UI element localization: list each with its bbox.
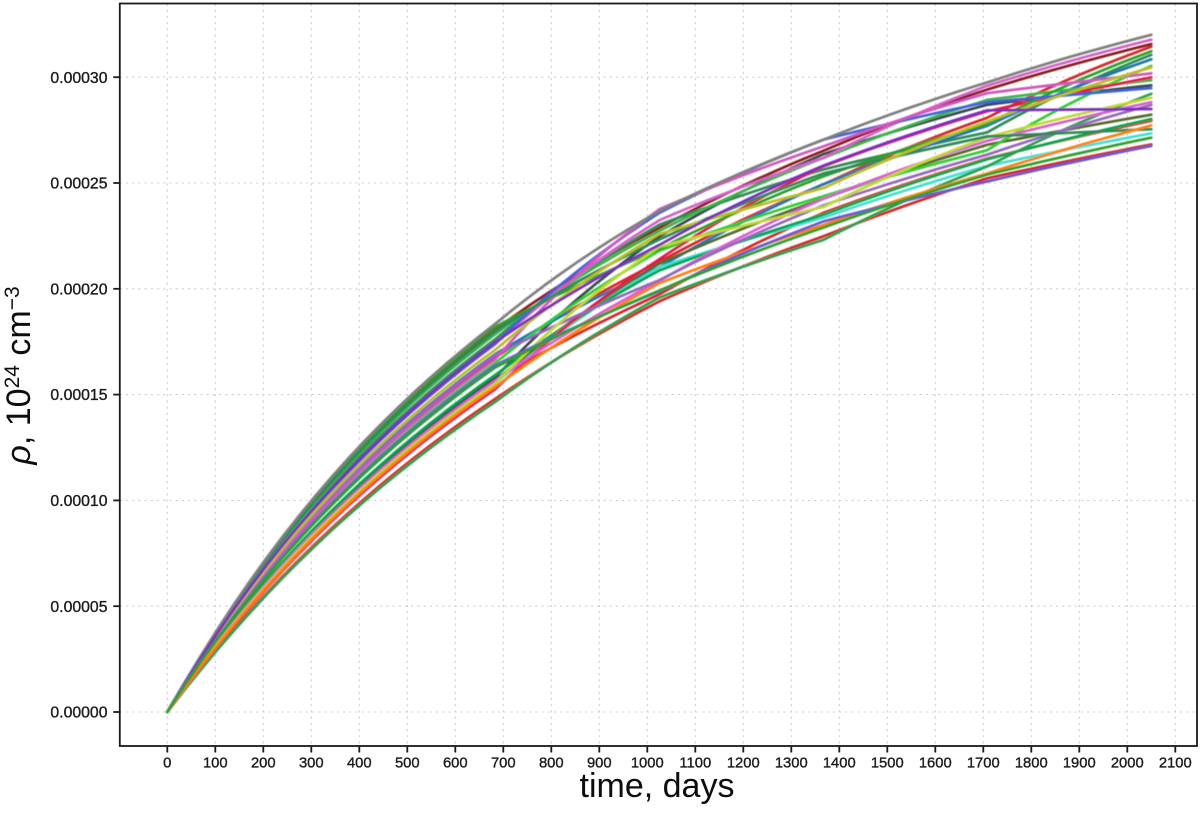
svg-text:1600: 1600 — [919, 756, 952, 772]
svg-text:1400: 1400 — [823, 756, 856, 772]
svg-text:1500: 1500 — [871, 756, 904, 772]
svg-text:800: 800 — [539, 756, 564, 772]
svg-text:1900: 1900 — [1063, 756, 1096, 772]
svg-text:0.00005: 0.00005 — [50, 599, 107, 616]
svg-text:1200: 1200 — [727, 756, 760, 772]
svg-text:2100: 2100 — [1159, 756, 1192, 772]
svg-text:time, days: time, days — [580, 767, 735, 805]
svg-text:0.00010: 0.00010 — [50, 493, 107, 510]
svg-text:0.00025: 0.00025 — [50, 176, 107, 193]
svg-text:1800: 1800 — [1015, 756, 1048, 772]
svg-text:300: 300 — [299, 756, 324, 772]
svg-text:0.00030: 0.00030 — [50, 70, 107, 87]
svg-text:100: 100 — [203, 756, 228, 772]
svg-text:1100: 1100 — [679, 756, 711, 772]
svg-text:0.00000: 0.00000 — [50, 705, 107, 722]
svg-text:0: 0 — [163, 756, 171, 772]
svg-text:1300: 1300 — [775, 756, 808, 772]
svg-text:1700: 1700 — [967, 756, 1000, 772]
svg-text:2000: 2000 — [1111, 756, 1144, 772]
svg-text:0.00020: 0.00020 — [50, 281, 107, 298]
svg-text:1000: 1000 — [631, 756, 664, 772]
svg-text:700: 700 — [491, 756, 516, 772]
svg-text:900: 900 — [587, 756, 612, 772]
svg-text:400: 400 — [347, 756, 372, 772]
svg-text:200: 200 — [251, 756, 276, 772]
svg-text:600: 600 — [443, 756, 468, 772]
svg-text:500: 500 — [395, 756, 420, 772]
svg-text:0.00015: 0.00015 — [50, 387, 107, 404]
